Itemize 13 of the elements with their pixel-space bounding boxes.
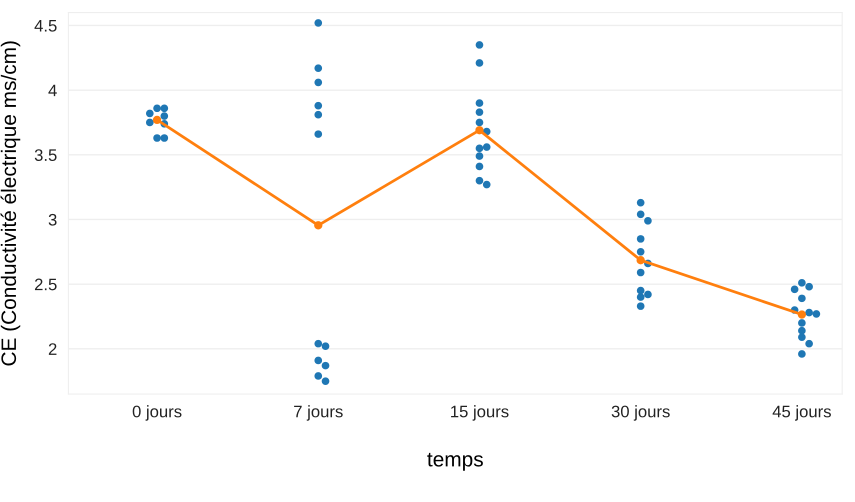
y-tick-label: 2.5 [34,278,57,290]
y-tick-label: 3 [48,214,57,226]
y-tick-label: 4 [48,84,57,96]
x-tick-label: 7 jours [294,405,343,421]
y-tick-label: 3.5 [34,149,57,162]
x-tick-label: 0 jours [132,405,182,421]
x-tick-label: 45 jours [772,405,831,421]
y-tick-label: 2 [48,343,56,355]
x-tick-label: 30 jours [612,405,670,421]
y-axis-title: CE (Conductivité électrique ms/cm) [0,41,20,366]
x-tick-label: 15 jours [451,405,509,421]
x-axis-title: temps [427,452,483,471]
y-tick-label: 4.5 [34,20,57,32]
